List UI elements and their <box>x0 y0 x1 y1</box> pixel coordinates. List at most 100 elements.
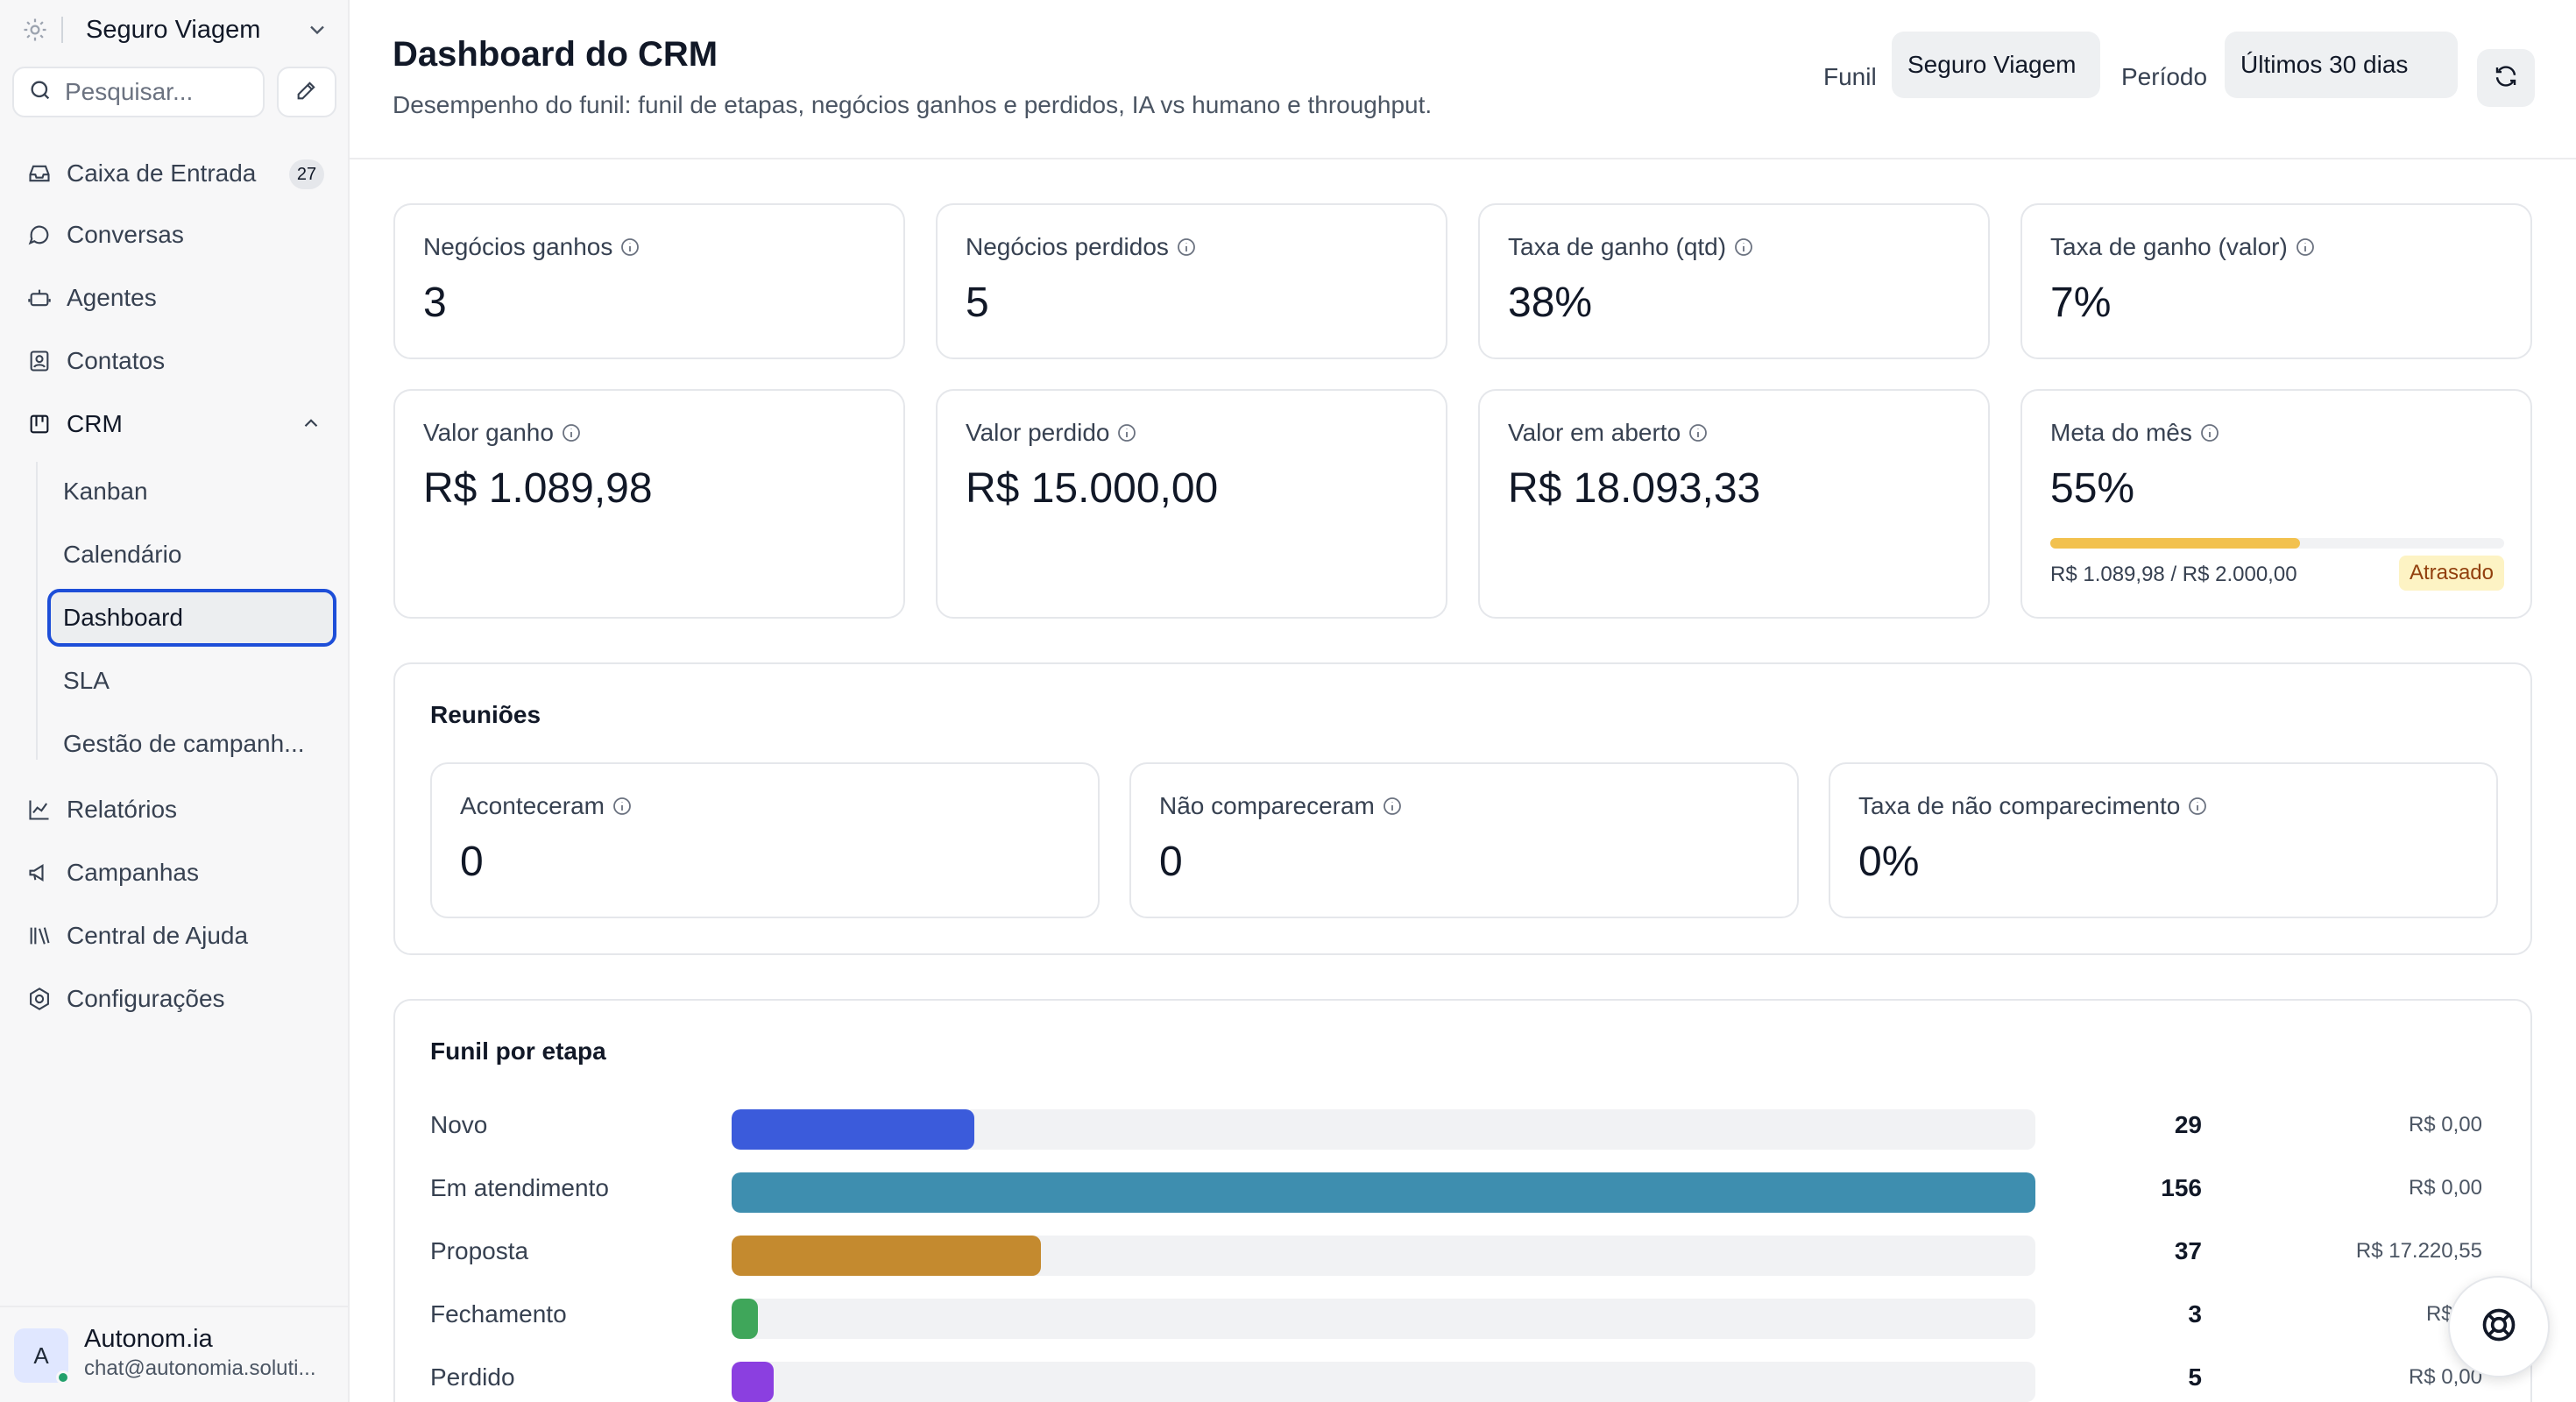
sidebar-subitem-sla[interactable]: SLA <box>63 667 110 694</box>
stage-amount: R$ 0,00 <box>2408 1176 2482 1200</box>
chat-bubble-icon <box>25 220 54 250</box>
meetings-no-show-rate-card: Taxa de não comparecimento 0% <box>1829 762 2498 918</box>
avatar: A <box>14 1328 70 1384</box>
info-icon[interactable] <box>2187 796 2208 817</box>
stage-name: Proposta <box>430 1237 529 1264</box>
sidebar-subitem-calendar[interactable]: Calendário <box>63 541 182 568</box>
info-icon[interactable] <box>1733 237 1754 258</box>
stage-bar-track <box>732 1172 2035 1213</box>
stage-count: 5 <box>2188 1363 2202 1391</box>
kpi-value: R$ 18.093,33 <box>1508 465 1761 512</box>
workspace-separator <box>61 17 63 43</box>
kpi-value: 0 <box>1159 839 1183 885</box>
kpi-card-value-won: Valor ganho R$ 1.089,98 <box>393 389 905 619</box>
sidebar-item-inbox[interactable]: Caixa de Entrada 27 <box>12 147 336 200</box>
compose-button[interactable] <box>277 67 336 117</box>
kpi-label-row: Taxa de ganho (valor) <box>2050 233 2316 261</box>
workspace-logo-icon <box>19 14 51 46</box>
info-icon[interactable] <box>1116 422 1137 443</box>
kpi-value: R$ 15.000,00 <box>966 465 1219 512</box>
sidebar-item-reports[interactable]: Relatórios <box>12 783 336 836</box>
sidebar-item-conversations[interactable]: Conversas <box>12 209 336 261</box>
meetings-no-show-card: Não compareceram 0 <box>1129 762 1799 918</box>
workspace-switcher[interactable]: Seguro Viagem <box>19 12 335 47</box>
kpi-label-row: Negócios ganhos <box>423 233 640 261</box>
workspace-name: Seguro Viagem <box>86 15 261 44</box>
status-badge: Atrasado <box>2398 556 2504 591</box>
kpi-label-row: Valor em aberto <box>1508 419 1709 447</box>
kpi-value: 55% <box>2050 465 2135 512</box>
kpi-label: Valor perdido <box>966 419 1110 446</box>
info-icon[interactable] <box>619 237 640 258</box>
sidebar-item-label: CRM <box>67 410 123 437</box>
library-icon <box>25 921 54 951</box>
info-icon[interactable] <box>2295 237 2316 258</box>
sidebar-subitem-dashboard[interactable]: Dashboard <box>47 589 336 647</box>
kpi-label: Meta do mês <box>2050 419 2192 446</box>
goal-detail: R$ 1.089,98 / R$ 2.000,00 <box>2050 563 2297 586</box>
stage-bar <box>732 1299 758 1339</box>
search-input[interactable] <box>65 78 249 106</box>
lifebuoy-icon <box>2480 1306 2518 1349</box>
funnel-filter-select[interactable]: Seguro Viagem <box>1892 32 2100 98</box>
line-chart-icon <box>25 795 54 825</box>
kpi-label-row: Negócios perdidos <box>966 233 1197 261</box>
user-profile[interactable]: A Autonom.ia chat@autonomia.soluti... <box>0 1306 348 1402</box>
kpi-card-deals-lost: Negócios perdidos 5 <box>936 203 1447 359</box>
refresh-button[interactable] <box>2477 49 2535 107</box>
meetings-section: Reuniões Aconteceram 0 Não compareceram … <box>393 662 2532 955</box>
kpi-label-row: Valor perdido <box>966 419 1137 447</box>
sidebar-item-crm[interactable]: CRM <box>12 398 336 450</box>
kpi-card-value-lost: Valor perdido R$ 15.000,00 <box>936 389 1447 619</box>
help-button[interactable] <box>2448 1276 2550 1377</box>
kpi-card-value-open: Valor em aberto R$ 18.093,33 <box>1478 389 1990 619</box>
sidebar-item-settings[interactable]: Configurações <box>12 973 336 1025</box>
sidebar-item-label: Conversas <box>67 221 184 248</box>
info-icon[interactable] <box>561 422 582 443</box>
page-subtitle: Desempenho do funil: funil de etapas, ne… <box>393 91 1433 118</box>
inbox-icon <box>25 159 54 188</box>
funnel-stage-row[interactable]: Em atendimento 156 R$ 0,00 <box>430 1158 2533 1221</box>
stage-count: 37 <box>2174 1237 2202 1264</box>
kpi-label-row: Taxa de não comparecimento <box>1858 792 2208 820</box>
online-status-dot <box>56 1370 70 1384</box>
refresh-icon <box>2493 63 2519 94</box>
kpi-label-row: Taxa de ganho (qtd) <box>1508 233 1754 261</box>
funnel-stage-row[interactable]: Fechamento 3 R$ 87 <box>430 1285 2533 1348</box>
funnel-stage-row[interactable]: Novo 29 R$ 0,00 <box>430 1095 2533 1158</box>
stage-name: Fechamento <box>430 1300 567 1328</box>
sidebar-item-label: Campanhas <box>67 859 199 886</box>
sidebar-item-contacts[interactable]: Contatos <box>12 335 336 387</box>
search-icon <box>28 78 53 107</box>
funnel-stage-row[interactable]: Proposta 37 R$ 17.220,55 <box>430 1221 2533 1285</box>
info-icon[interactable] <box>612 796 633 817</box>
inbox-count-badge: 27 <box>289 159 324 189</box>
sidebar-item-help-center[interactable]: Central de Ajuda <box>12 910 336 962</box>
search-box[interactable] <box>12 67 265 117</box>
main-content: Dashboard do CRM Desempenho do funil: fu… <box>350 0 2576 1402</box>
kpi-card-win-rate-qty: Taxa de ganho (qtd) 38% <box>1478 203 1990 359</box>
sidebar-subitem-campaign-management[interactable]: Gestão de campanh... <box>63 730 305 757</box>
stage-bar-track <box>732 1109 2035 1150</box>
info-icon[interactable] <box>1688 422 1709 443</box>
info-icon[interactable] <box>1176 237 1197 258</box>
kpi-label: Taxa de não comparecimento <box>1858 792 2181 819</box>
avatar-initial: A <box>33 1342 49 1369</box>
info-icon[interactable] <box>1382 796 1403 817</box>
kpi-card-win-rate-value: Taxa de ganho (valor) 7% <box>2020 203 2532 359</box>
stage-name: Em atendimento <box>430 1174 609 1201</box>
sidebar-subitem-kanban[interactable]: Kanban <box>63 478 148 505</box>
sidebar-item-label: Contatos <box>67 347 166 374</box>
info-icon[interactable] <box>2199 422 2220 443</box>
period-filter-select[interactable]: Últimos 30 dias <box>2225 32 2458 98</box>
kpi-label: Aconteceram <box>460 792 605 819</box>
sidebar-item-campaigns[interactable]: Campanhas <box>12 846 336 899</box>
funnel-stage-row[interactable]: Perdido 5 R$ 0,00 <box>430 1348 2533 1402</box>
stage-count: 3 <box>2188 1300 2202 1328</box>
stage-bar <box>732 1172 2035 1213</box>
kpi-label: Não compareceram <box>1159 792 1375 819</box>
stage-bar <box>732 1109 974 1150</box>
contact-card-icon <box>25 346 54 376</box>
stage-bar-track <box>732 1362 2035 1402</box>
sidebar-item-agents[interactable]: Agentes <box>12 272 336 324</box>
